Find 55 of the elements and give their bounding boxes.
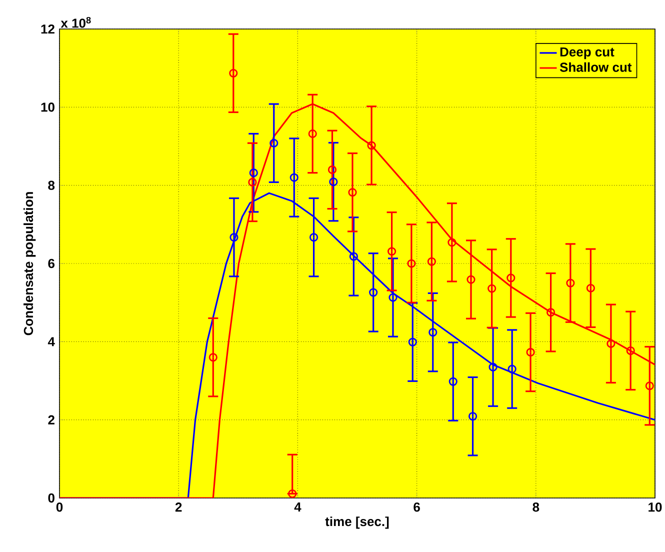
y-tick-label: 2	[48, 415, 54, 424]
point	[328, 165, 337, 174]
point	[466, 275, 476, 284]
point	[468, 412, 478, 421]
x-tick-label: 8	[532, 502, 540, 512]
x-tick-label: 10	[648, 502, 662, 512]
point	[566, 278, 575, 288]
point	[349, 252, 358, 261]
point	[387, 247, 396, 256]
point	[308, 129, 317, 138]
point	[408, 338, 417, 346]
x-tick-label: 2	[175, 502, 182, 512]
point	[348, 188, 357, 197]
y-tick-label: 6	[48, 258, 55, 268]
point	[506, 274, 516, 282]
point	[329, 178, 338, 186]
y-tick-label: 4	[48, 337, 55, 346]
point	[290, 173, 298, 182]
point	[508, 364, 516, 374]
point	[288, 489, 297, 498]
point	[645, 382, 654, 390]
point	[367, 141, 376, 150]
point	[448, 238, 456, 247]
y-tick-label: 12	[41, 24, 54, 34]
point	[586, 284, 595, 292]
point	[229, 68, 238, 78]
x-tick-label: 6	[414, 502, 420, 512]
point	[546, 308, 556, 317]
point	[248, 178, 257, 186]
y-tick-label: 0	[48, 493, 54, 503]
point	[369, 288, 378, 297]
point	[427, 257, 436, 266]
y-tick-label: 10	[41, 102, 54, 112]
y-tick-label: 8	[48, 180, 55, 190]
point	[606, 339, 616, 348]
legend-label: Deep cut	[560, 47, 614, 60]
point	[488, 284, 496, 293]
y-axis-title: Condensate population	[24, 192, 36, 336]
point	[270, 138, 278, 148]
point	[448, 377, 458, 386]
point	[488, 362, 498, 372]
point	[230, 233, 238, 242]
point	[626, 346, 635, 355]
legend-label: Shallow cut	[560, 62, 632, 72]
point	[309, 233, 318, 242]
point	[208, 352, 218, 362]
point	[249, 168, 258, 178]
x-axis-title: time [sec.]	[325, 516, 389, 529]
point	[388, 293, 398, 302]
point	[526, 348, 535, 357]
point	[407, 259, 416, 268]
x-tick-label: 0	[56, 502, 63, 512]
point	[428, 328, 438, 337]
x-tick-label: 4	[294, 502, 302, 512]
text: x 10$^{8}$	[60, 16, 91, 28]
